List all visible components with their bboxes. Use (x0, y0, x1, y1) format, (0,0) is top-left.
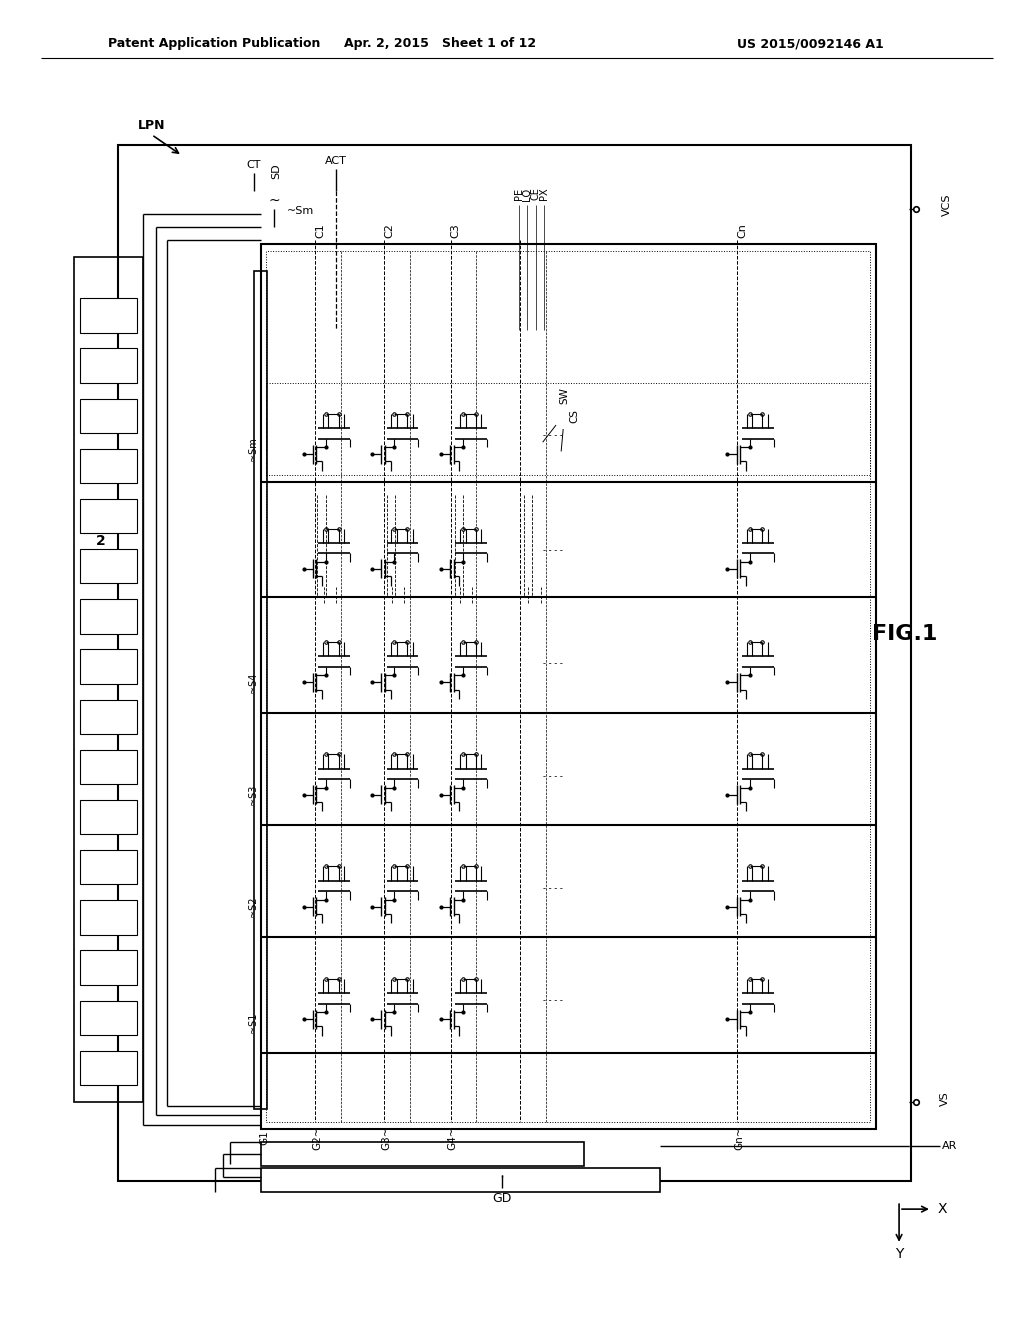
Text: ~Sm: ~Sm (248, 437, 258, 461)
Text: Cn: Cn (737, 223, 748, 239)
Text: LQ: LQ (522, 187, 532, 201)
Bar (80, 649, 137, 684)
Text: ~S1: ~S1 (248, 1012, 258, 1034)
Text: AR: AR (942, 1140, 957, 1151)
Text: X: X (938, 1203, 947, 1216)
Text: Y: Y (895, 1247, 903, 1261)
Text: ~S4: ~S4 (248, 672, 258, 693)
Bar (80, 348, 137, 383)
Text: Patent Application Publication: Patent Application Publication (108, 37, 319, 50)
Text: - - - -: - - - - (543, 884, 563, 892)
Text: LPN: LPN (138, 119, 165, 132)
Bar (80, 700, 137, 734)
Text: 2: 2 (95, 535, 105, 548)
Bar (80, 499, 137, 533)
Text: ~S2: ~S2 (248, 896, 258, 917)
Bar (74, 257, 143, 1102)
Text: GD: GD (493, 1192, 511, 1205)
Bar (80, 1001, 137, 1035)
Text: C1: C1 (315, 223, 326, 239)
Text: ~: ~ (268, 194, 281, 207)
Text: ~Sm: ~Sm (287, 206, 314, 216)
Text: G4~: G4~ (447, 1126, 458, 1150)
Text: FIG.1: FIG.1 (871, 623, 937, 644)
Bar (80, 549, 137, 583)
Text: G1: G1 (259, 1130, 269, 1146)
Text: - - - -: - - - - (543, 546, 563, 554)
Bar (80, 800, 137, 834)
Text: CE: CE (530, 187, 541, 201)
Text: Gn~: Gn~ (734, 1126, 744, 1150)
Text: G3~: G3~ (381, 1126, 391, 1150)
Bar (80, 399, 137, 433)
Bar (80, 750, 137, 784)
Text: SW: SW (559, 388, 569, 404)
Bar (261, 244, 876, 1129)
Bar (266, 251, 870, 1122)
Text: PX: PX (539, 187, 549, 201)
Text: - - - -: - - - - (543, 432, 563, 440)
Text: - - - -: - - - - (543, 997, 563, 1005)
Text: G2~: G2~ (312, 1126, 323, 1150)
Text: - - - -: - - - - (543, 772, 563, 780)
Bar (80, 1051, 137, 1085)
Bar (254, 271, 267, 1109)
Bar (261, 1142, 584, 1166)
Text: ACT: ACT (325, 156, 347, 166)
Text: ~S3: ~S3 (248, 784, 258, 805)
Bar (80, 298, 137, 333)
Text: SD: SD (271, 164, 282, 180)
Text: VCS: VCS (942, 193, 952, 216)
Bar (80, 850, 137, 884)
Bar (266, 383, 870, 475)
Text: CS: CS (569, 409, 580, 422)
Bar (261, 1168, 660, 1192)
Bar (80, 449, 137, 483)
Bar (80, 900, 137, 935)
Bar (80, 950, 137, 985)
Bar (118, 145, 911, 1181)
Text: Apr. 2, 2015   Sheet 1 of 12: Apr. 2, 2015 Sheet 1 of 12 (344, 37, 537, 50)
Text: PE: PE (514, 187, 524, 201)
Text: US 2015/0092146 A1: US 2015/0092146 A1 (737, 37, 884, 50)
Text: CT: CT (247, 160, 261, 170)
Text: C3: C3 (451, 223, 461, 239)
Text: - - - -: - - - - (543, 660, 563, 668)
Text: C2: C2 (384, 223, 394, 239)
Text: VS: VS (940, 1090, 950, 1106)
Bar (80, 599, 137, 634)
